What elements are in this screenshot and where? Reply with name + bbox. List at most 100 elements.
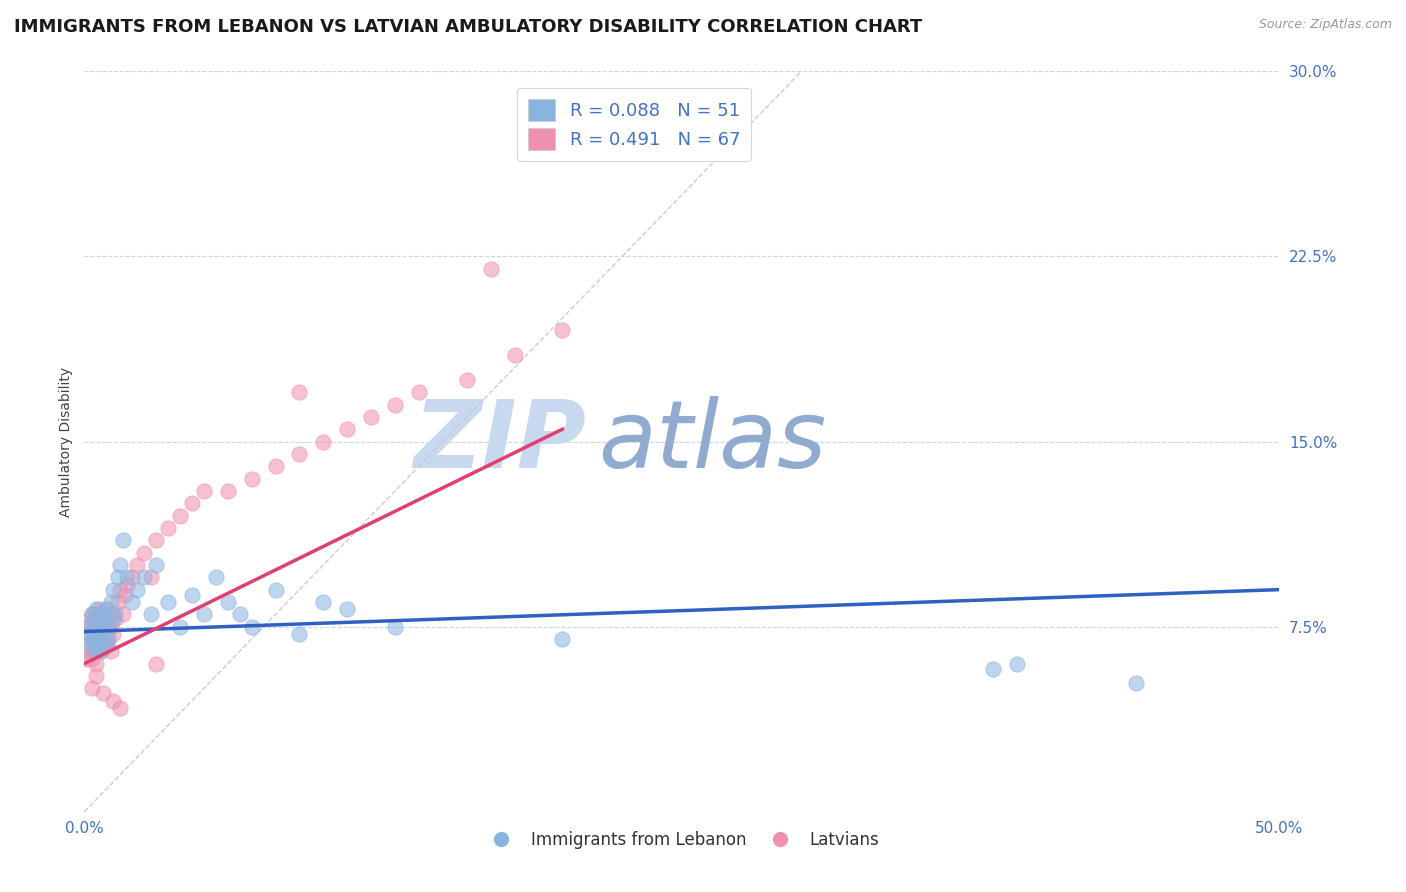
Legend: Immigrants from Lebanon, Latvians: Immigrants from Lebanon, Latvians <box>478 824 886 855</box>
Point <box>90 644 112 658</box>
Point <box>217 595 239 609</box>
Point <box>93 607 115 622</box>
Point <box>83 627 105 641</box>
Point <box>90 627 112 641</box>
Point <box>101 627 124 641</box>
Point <box>80 632 103 646</box>
Point <box>101 607 124 622</box>
Point <box>336 422 359 436</box>
Point <box>981 662 1004 676</box>
Point <box>80 651 103 665</box>
Point <box>240 619 263 633</box>
Point <box>145 558 167 572</box>
Point <box>86 619 108 633</box>
Point <box>193 607 215 622</box>
Point <box>83 637 105 651</box>
Point <box>157 521 180 535</box>
Point <box>87 632 110 646</box>
Point <box>336 602 359 616</box>
Point <box>503 348 526 362</box>
Point <box>117 570 139 584</box>
Point <box>360 409 382 424</box>
Y-axis label: Ambulatory Disability: Ambulatory Disability <box>59 367 73 516</box>
Point <box>181 588 204 602</box>
Point <box>83 644 105 658</box>
Point <box>288 447 311 461</box>
Point <box>141 570 163 584</box>
Point <box>76 651 98 665</box>
Point <box>77 627 100 641</box>
Point <box>90 632 112 646</box>
Point <box>100 595 122 609</box>
Point <box>169 508 191 523</box>
Point <box>264 459 287 474</box>
Point <box>83 644 105 658</box>
Point <box>94 637 117 651</box>
Point <box>100 619 122 633</box>
Point <box>94 602 117 616</box>
Point <box>107 570 129 584</box>
Point <box>87 602 110 616</box>
Point <box>1125 676 1147 690</box>
Point <box>77 619 100 633</box>
Point <box>264 582 287 597</box>
Point <box>104 612 127 626</box>
Text: ZIP: ZIP <box>413 395 586 488</box>
Point <box>117 577 139 591</box>
Text: IMMIGRANTS FROM LEBANON VS LATVIAN AMBULATORY DISABILITY CORRELATION CHART: IMMIGRANTS FROM LEBANON VS LATVIAN AMBUL… <box>14 18 922 36</box>
Point <box>86 602 108 616</box>
Point <box>77 644 100 658</box>
Point <box>125 558 148 572</box>
Point <box>384 398 406 412</box>
Point <box>100 644 122 658</box>
Point <box>217 483 239 498</box>
Point <box>288 385 311 400</box>
Point <box>551 632 574 646</box>
Point <box>104 607 127 622</box>
Point <box>111 533 134 548</box>
Text: Source: ZipAtlas.com: Source: ZipAtlas.com <box>1258 18 1392 31</box>
Point <box>97 632 120 646</box>
Point <box>157 595 180 609</box>
Point <box>86 637 108 651</box>
Point <box>125 582 148 597</box>
Point <box>90 644 112 658</box>
Point <box>145 533 167 548</box>
Point <box>101 582 124 597</box>
Point <box>80 607 103 622</box>
Point <box>97 612 120 626</box>
Point <box>111 607 134 622</box>
Point <box>121 595 143 609</box>
Point <box>90 612 112 626</box>
Point <box>86 607 108 622</box>
Point <box>87 612 110 626</box>
Point <box>87 627 110 641</box>
Point <box>83 627 105 641</box>
Point <box>76 627 98 641</box>
Point <box>456 373 478 387</box>
Point <box>145 657 167 671</box>
Point <box>80 681 103 696</box>
Point <box>77 612 100 626</box>
Point <box>408 385 430 400</box>
Point <box>288 627 311 641</box>
Point <box>114 588 136 602</box>
Point <box>181 496 204 510</box>
Point <box>86 657 108 671</box>
Point <box>121 570 143 584</box>
Point <box>93 686 115 700</box>
Point <box>76 637 98 651</box>
Point <box>141 607 163 622</box>
Point <box>86 669 108 683</box>
Point <box>97 632 120 646</box>
Point <box>97 619 120 633</box>
Point <box>240 471 263 485</box>
Point <box>83 612 105 626</box>
Text: atlas: atlas <box>599 396 827 487</box>
Point <box>93 619 115 633</box>
Point <box>101 612 124 626</box>
Point <box>132 570 156 584</box>
Point <box>384 619 406 633</box>
Point <box>101 694 124 708</box>
Point <box>86 619 108 633</box>
